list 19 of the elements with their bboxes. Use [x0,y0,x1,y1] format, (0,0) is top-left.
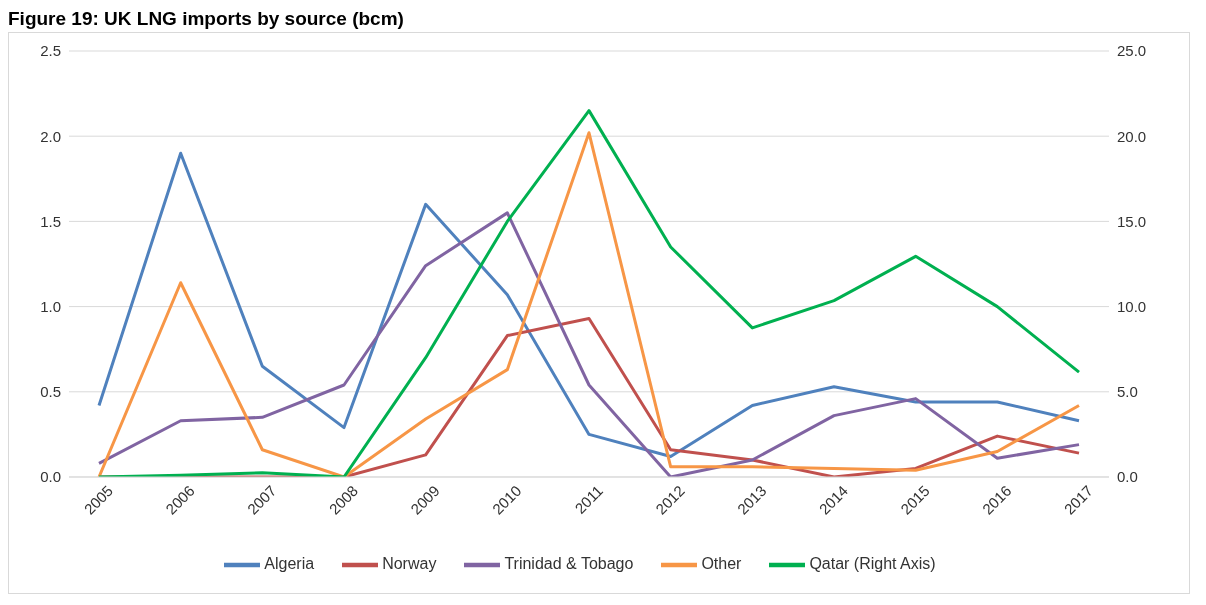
y-tick-label: 0.5 [40,383,61,401]
y-tick-label: 0.0 [40,468,61,486]
y2-tick-label: 15.0 [1117,212,1147,230]
y2-tick-label: 20.0 [1117,127,1147,145]
y-tick-label: 1.5 [40,212,61,230]
y2-tick-label: 5.0 [1117,383,1138,401]
legend-label: Qatar (Right Axis) [809,555,936,573]
legend-label: Algeria [264,555,315,573]
y2-tick-label: 0.0 [1117,468,1138,486]
legend-label: Trinidad & Tobago [504,555,634,573]
legend-label: Other [701,555,742,573]
y2-tick-label: 10.0 [1117,297,1147,315]
chart-title: Figure 19: UK LNG imports by source (bcm) [8,8,405,30]
legend-label: Norway [382,555,437,573]
line-series [97,211,1081,477]
y-tick-label: 2.0 [40,127,61,145]
y-tick-label: 2.5 [40,42,61,60]
y2-tick-label: 25.0 [1117,42,1147,60]
y-tick-label: 1.0 [40,297,61,315]
